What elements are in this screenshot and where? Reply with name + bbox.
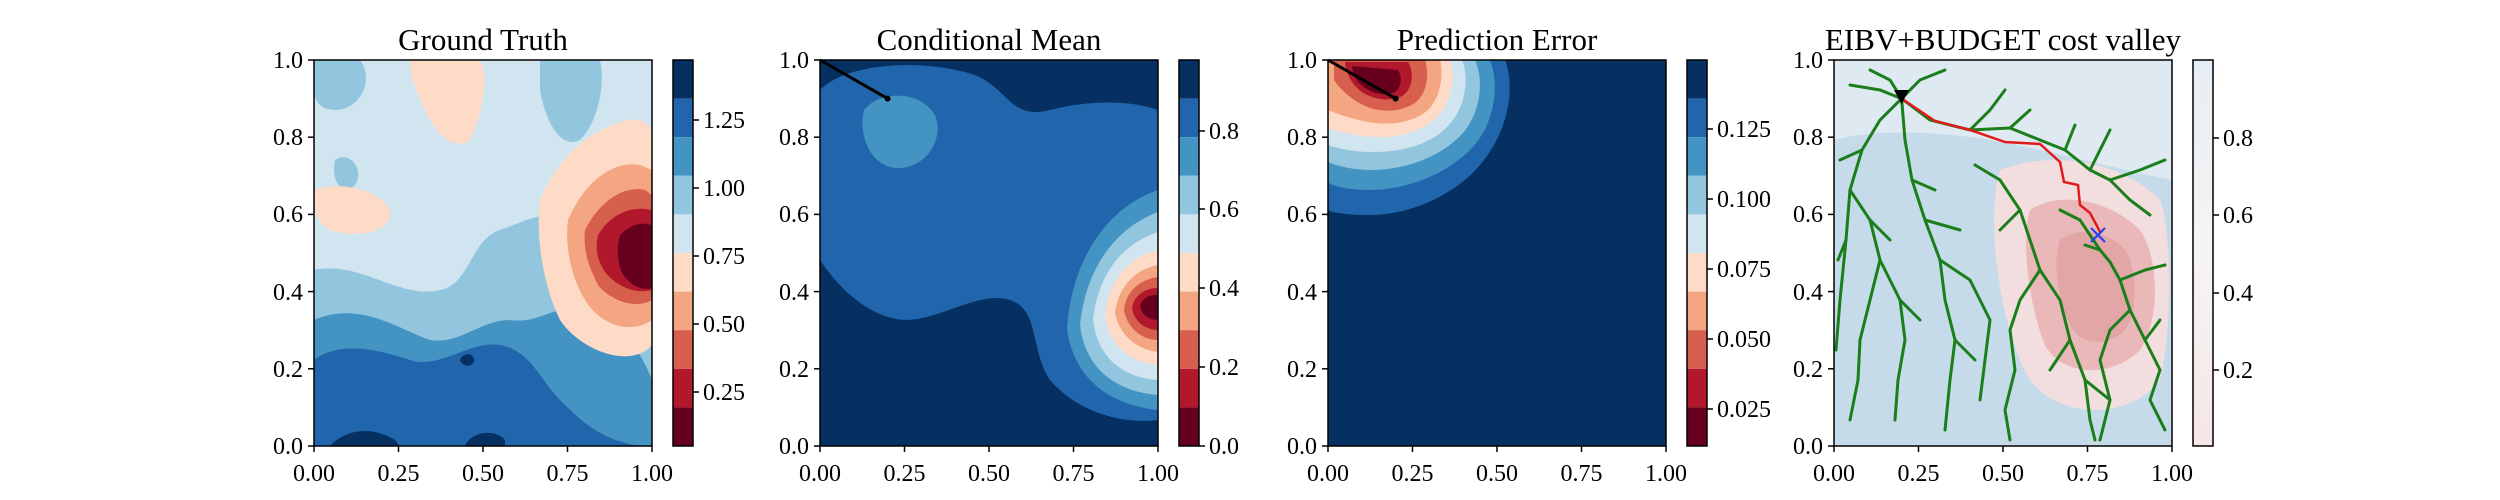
y-tick-label: 0.8 xyxy=(779,125,809,151)
x-tick-label: 1.00 xyxy=(2151,461,2193,487)
panel-cost-valley: EIBV+BUDGET cost valley xyxy=(1793,22,2253,487)
y-tick-label: 0.2 xyxy=(273,357,303,383)
panel-ground-truth: Ground Truth xyxy=(273,22,745,487)
x-tick-label: 0.00 xyxy=(293,461,335,487)
heatmap-field xyxy=(1328,60,1666,446)
current-location-marker xyxy=(1894,90,1909,104)
y-tick-label: 0.4 xyxy=(273,280,303,306)
panel-title: Prediction Error xyxy=(1397,22,1598,57)
colorbar-tick-label: 1.25 xyxy=(703,108,745,134)
y-axis: 0.0 0.2 0.4 0.6 0.8 1.0 xyxy=(1793,48,1834,460)
y-tick-label: 0.6 xyxy=(1793,202,1823,228)
colorbar: 0.25 0.50 0.75 1.00 1.25 xyxy=(672,59,745,447)
colorbar-tick-label: 0.125 xyxy=(1717,117,1771,143)
colorbar-tick-label: 0.8 xyxy=(1209,119,1239,145)
y-tick-label: 0.4 xyxy=(1287,280,1317,306)
x-tick-label: 0.25 xyxy=(378,461,420,487)
y-tick-label: 0.2 xyxy=(779,357,809,383)
colorbar-tick-label: 0.2 xyxy=(1209,355,1239,381)
y-tick-label: 1.0 xyxy=(1287,48,1317,74)
heatmap-field xyxy=(820,60,1158,446)
x-tick-label: 0.75 xyxy=(2067,461,2109,487)
colorbar: 0.2 0.4 0.6 0.8 xyxy=(2192,59,2253,447)
x-tick-label: 0.25 xyxy=(884,461,926,487)
colorbar-tick-label: 0.0 xyxy=(1209,434,1239,460)
y-axis: 0.0 0.2 0.4 0.6 0.8 1.0 xyxy=(779,48,820,460)
colorbar-tick-label: 0.6 xyxy=(1209,197,1239,223)
rrt-tree xyxy=(1834,68,2167,442)
colorbar-tick-label: 0.8 xyxy=(2223,126,2253,152)
y-tick-label: 0.6 xyxy=(1287,202,1317,228)
x-tick-label: 0.75 xyxy=(1561,461,1603,487)
colorbar: 0.025 0.050 0.075 0.100 0.125 xyxy=(1686,59,1771,447)
y-tick-label: 0.0 xyxy=(273,434,303,460)
sample-path xyxy=(1327,58,1399,102)
panel-conditional-mean: Conditional Mean 0.00 0.25 xyxy=(779,22,1239,487)
colorbar-tick-label: 0.50 xyxy=(703,312,745,338)
selected-path xyxy=(1900,97,2102,233)
y-tick-label: 0.0 xyxy=(1793,434,1823,460)
panel-title: Ground Truth xyxy=(398,22,568,57)
heatmap-field xyxy=(1834,60,2172,446)
x-axis: 0.00 0.25 0.50 0.75 1.00 xyxy=(1307,446,1687,487)
y-tick-label: 0.0 xyxy=(1287,434,1317,460)
colorbar-tick-label: 0.75 xyxy=(703,244,745,270)
y-tick-label: 1.0 xyxy=(1793,48,1823,74)
y-tick-label: 0.6 xyxy=(273,202,303,228)
panel-title: EIBV+BUDGET cost valley xyxy=(1825,22,2182,57)
x-tick-label: 0.25 xyxy=(1392,461,1434,487)
x-axis: 0.00 0.25 0.50 0.75 1.00 xyxy=(293,446,673,487)
y-axis: 0.0 0.2 0.4 0.6 0.8 1.0 xyxy=(1287,48,1328,460)
y-tick-label: 0.8 xyxy=(1793,125,1823,151)
y-tick-label: 0.0 xyxy=(779,434,809,460)
colorbar-tick-label: 1.00 xyxy=(703,176,745,202)
x-tick-label: 1.00 xyxy=(1137,461,1179,487)
x-tick-label: 0.00 xyxy=(1813,461,1855,487)
x-tick-label: 0.00 xyxy=(1307,461,1349,487)
panel-prediction-error: Prediction Error 0.00 0.25 0.50 xyxy=(1287,22,1771,487)
colorbar: 0.0 0.2 0.4 0.6 0.8 xyxy=(1178,59,1239,460)
y-tick-label: 1.0 xyxy=(779,48,809,74)
x-tick-label: 0.00 xyxy=(799,461,841,487)
y-tick-label: 0.4 xyxy=(779,280,809,306)
colorbar-tick-label: 0.025 xyxy=(1717,397,1771,423)
y-tick-label: 0.8 xyxy=(273,125,303,151)
colorbar-tick-label: 0.2 xyxy=(2223,358,2253,384)
colorbar-tick-label: 0.4 xyxy=(1209,276,1239,302)
y-tick-label: 0.6 xyxy=(779,202,809,228)
colorbar-tick-label: 0.050 xyxy=(1717,327,1771,353)
x-axis: 0.00 0.25 0.50 0.75 1.00 xyxy=(799,446,1179,487)
sample-path xyxy=(819,58,891,102)
x-axis: 0.00 0.25 0.50 0.75 1.00 xyxy=(1813,446,2193,487)
colorbar-tick-label: 0.100 xyxy=(1717,187,1771,213)
y-tick-label: 0.2 xyxy=(1793,357,1823,383)
heatmap-field xyxy=(314,60,652,446)
x-tick-label: 0.50 xyxy=(462,461,504,487)
colorbar-tick-label: 0.4 xyxy=(2223,281,2253,307)
x-tick-label: 0.50 xyxy=(1982,461,2024,487)
colorbar-tick-label: 0.6 xyxy=(2223,203,2253,229)
x-tick-label: 0.75 xyxy=(1053,461,1095,487)
y-tick-label: 1.0 xyxy=(273,48,303,74)
colorbar-tick-label: 0.25 xyxy=(703,380,745,406)
y-axis: 0.0 0.2 0.4 0.6 0.8 1.0 xyxy=(273,48,314,460)
target-location-marker xyxy=(2090,227,2106,243)
x-tick-label: 1.00 xyxy=(1645,461,1687,487)
y-tick-label: 0.4 xyxy=(1793,280,1823,306)
colorbar-tick-label: 0.075 xyxy=(1717,257,1771,283)
x-tick-label: 0.50 xyxy=(968,461,1010,487)
y-tick-label: 0.2 xyxy=(1287,357,1317,383)
panel-title: Conditional Mean xyxy=(877,22,1102,57)
y-tick-label: 0.8 xyxy=(1287,125,1317,151)
x-tick-label: 1.00 xyxy=(631,461,673,487)
x-tick-label: 0.75 xyxy=(547,461,589,487)
x-tick-label: 0.25 xyxy=(1898,461,1940,487)
x-tick-label: 0.50 xyxy=(1476,461,1518,487)
